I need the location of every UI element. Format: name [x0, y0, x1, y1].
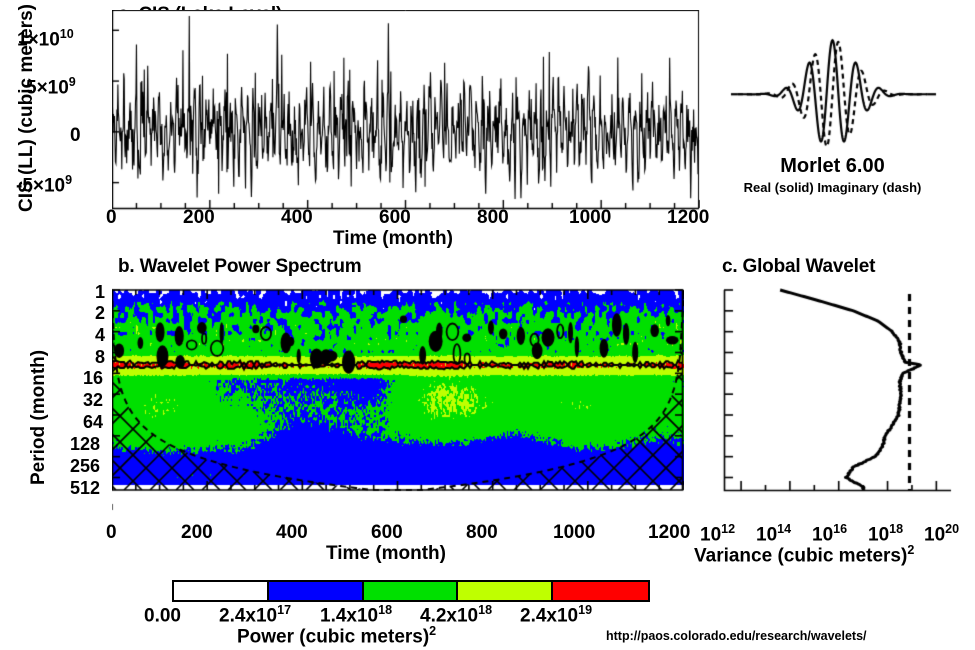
panel-b-ytick-64: 64 — [83, 412, 104, 432]
colorbar-tick-4: 2.4x1019 — [520, 603, 593, 627]
panel-a-ytick-1: 5×109 — [26, 75, 76, 99]
colorbar-label: Power (cubic meters)2 — [237, 624, 437, 648]
panel-b-ylabel: Period (month) — [28, 350, 50, 485]
colorbar-segment-3 — [458, 582, 554, 600]
panel-a-ytick-3: -5×109 — [16, 173, 73, 197]
panel-b-ytick-1: 1 — [95, 282, 106, 302]
panel-a-ytick-0: 1×1010 — [17, 27, 74, 51]
panel-b-ytick-128: 128 — [70, 434, 101, 454]
panel-c-xtick-2: 1016 — [812, 522, 848, 546]
panel-c-xtick-1: 1014 — [756, 522, 792, 546]
colorbar-tick-1: 2.4x1017 — [219, 603, 292, 627]
panel-b-title: b. Wavelet Power Spectrum — [118, 256, 362, 277]
panel-b-xtick-5: 1000 — [553, 522, 596, 543]
panel-a-xtick-0: 0 — [106, 207, 117, 228]
panel-a-xtick-2: 400 — [281, 207, 313, 228]
panel-a-xtick-4: 800 — [477, 207, 509, 228]
colorbar-tick-2: 1.4x1018 — [320, 603, 393, 627]
panel-c-title: c. Global Wavelet — [722, 256, 876, 277]
panel-a-xlabel: Time (month) — [333, 228, 453, 249]
panel-a-plot — [112, 10, 700, 218]
colorbar-segment-0 — [174, 582, 269, 600]
panel-a-xtick-1: 200 — [183, 207, 215, 228]
power-colorbar — [172, 580, 650, 602]
panel-b-ytick-512: 512 — [70, 478, 101, 498]
panel-b-ytick-4: 4 — [95, 325, 106, 345]
panel-b-plot — [112, 288, 684, 516]
panel-c-xtick-4: 1020 — [924, 522, 960, 546]
morlet-wavelet-icon — [725, 20, 940, 155]
panel-b-xtick-1: 200 — [181, 522, 213, 543]
panel-b-xtick-2: 400 — [276, 522, 308, 543]
panel-a-ytick-2: 0 — [70, 125, 81, 146]
panel-b-ytick-256: 256 — [70, 456, 101, 476]
panel-b-ytick-8: 8 — [95, 347, 106, 367]
panel-c-xlabel: Variance (cubic meters)2 — [694, 543, 915, 567]
panel-b-xlabel: Time (month) — [326, 543, 446, 564]
panel-a-xtick-3: 600 — [379, 207, 411, 228]
colorbar-segment-2 — [363, 582, 459, 600]
colorbar-segment-1 — [268, 582, 364, 600]
panel-b-ytick-32: 32 — [83, 390, 104, 410]
panel-b-xtick-6: 1200 — [648, 522, 691, 543]
morlet-title: Morlet 6.00 — [780, 155, 885, 177]
panel-b-ytick-16: 16 — [83, 368, 104, 388]
panel-b-ylabel-text: Period (month) — [28, 349, 49, 485]
panel-b-xtick-0: 0 — [106, 522, 117, 543]
panel-b-xtick-4: 800 — [466, 522, 498, 543]
panel-c-plot — [718, 288, 973, 516]
panel-a-xtick-5: 1000 — [569, 207, 612, 228]
colorbar-tick-0: 0.00 — [144, 605, 181, 627]
panel-c-xtick-0: 1012 — [700, 522, 736, 546]
morlet-subtitle: Real (solid) Imaginary (dash) — [743, 180, 922, 195]
source-url: http://paos.colorado.edu/research/wavele… — [606, 629, 867, 643]
panel-a-xtick-6: 1200 — [667, 207, 710, 228]
colorbar-segment-4 — [553, 582, 648, 600]
colorbar-tick-3: 4.2x1018 — [420, 603, 493, 627]
panel-c-xtick-3: 1018 — [868, 522, 904, 546]
panel-b-xtick-3: 600 — [371, 522, 403, 543]
panel-b-ytick-2: 2 — [95, 303, 106, 323]
